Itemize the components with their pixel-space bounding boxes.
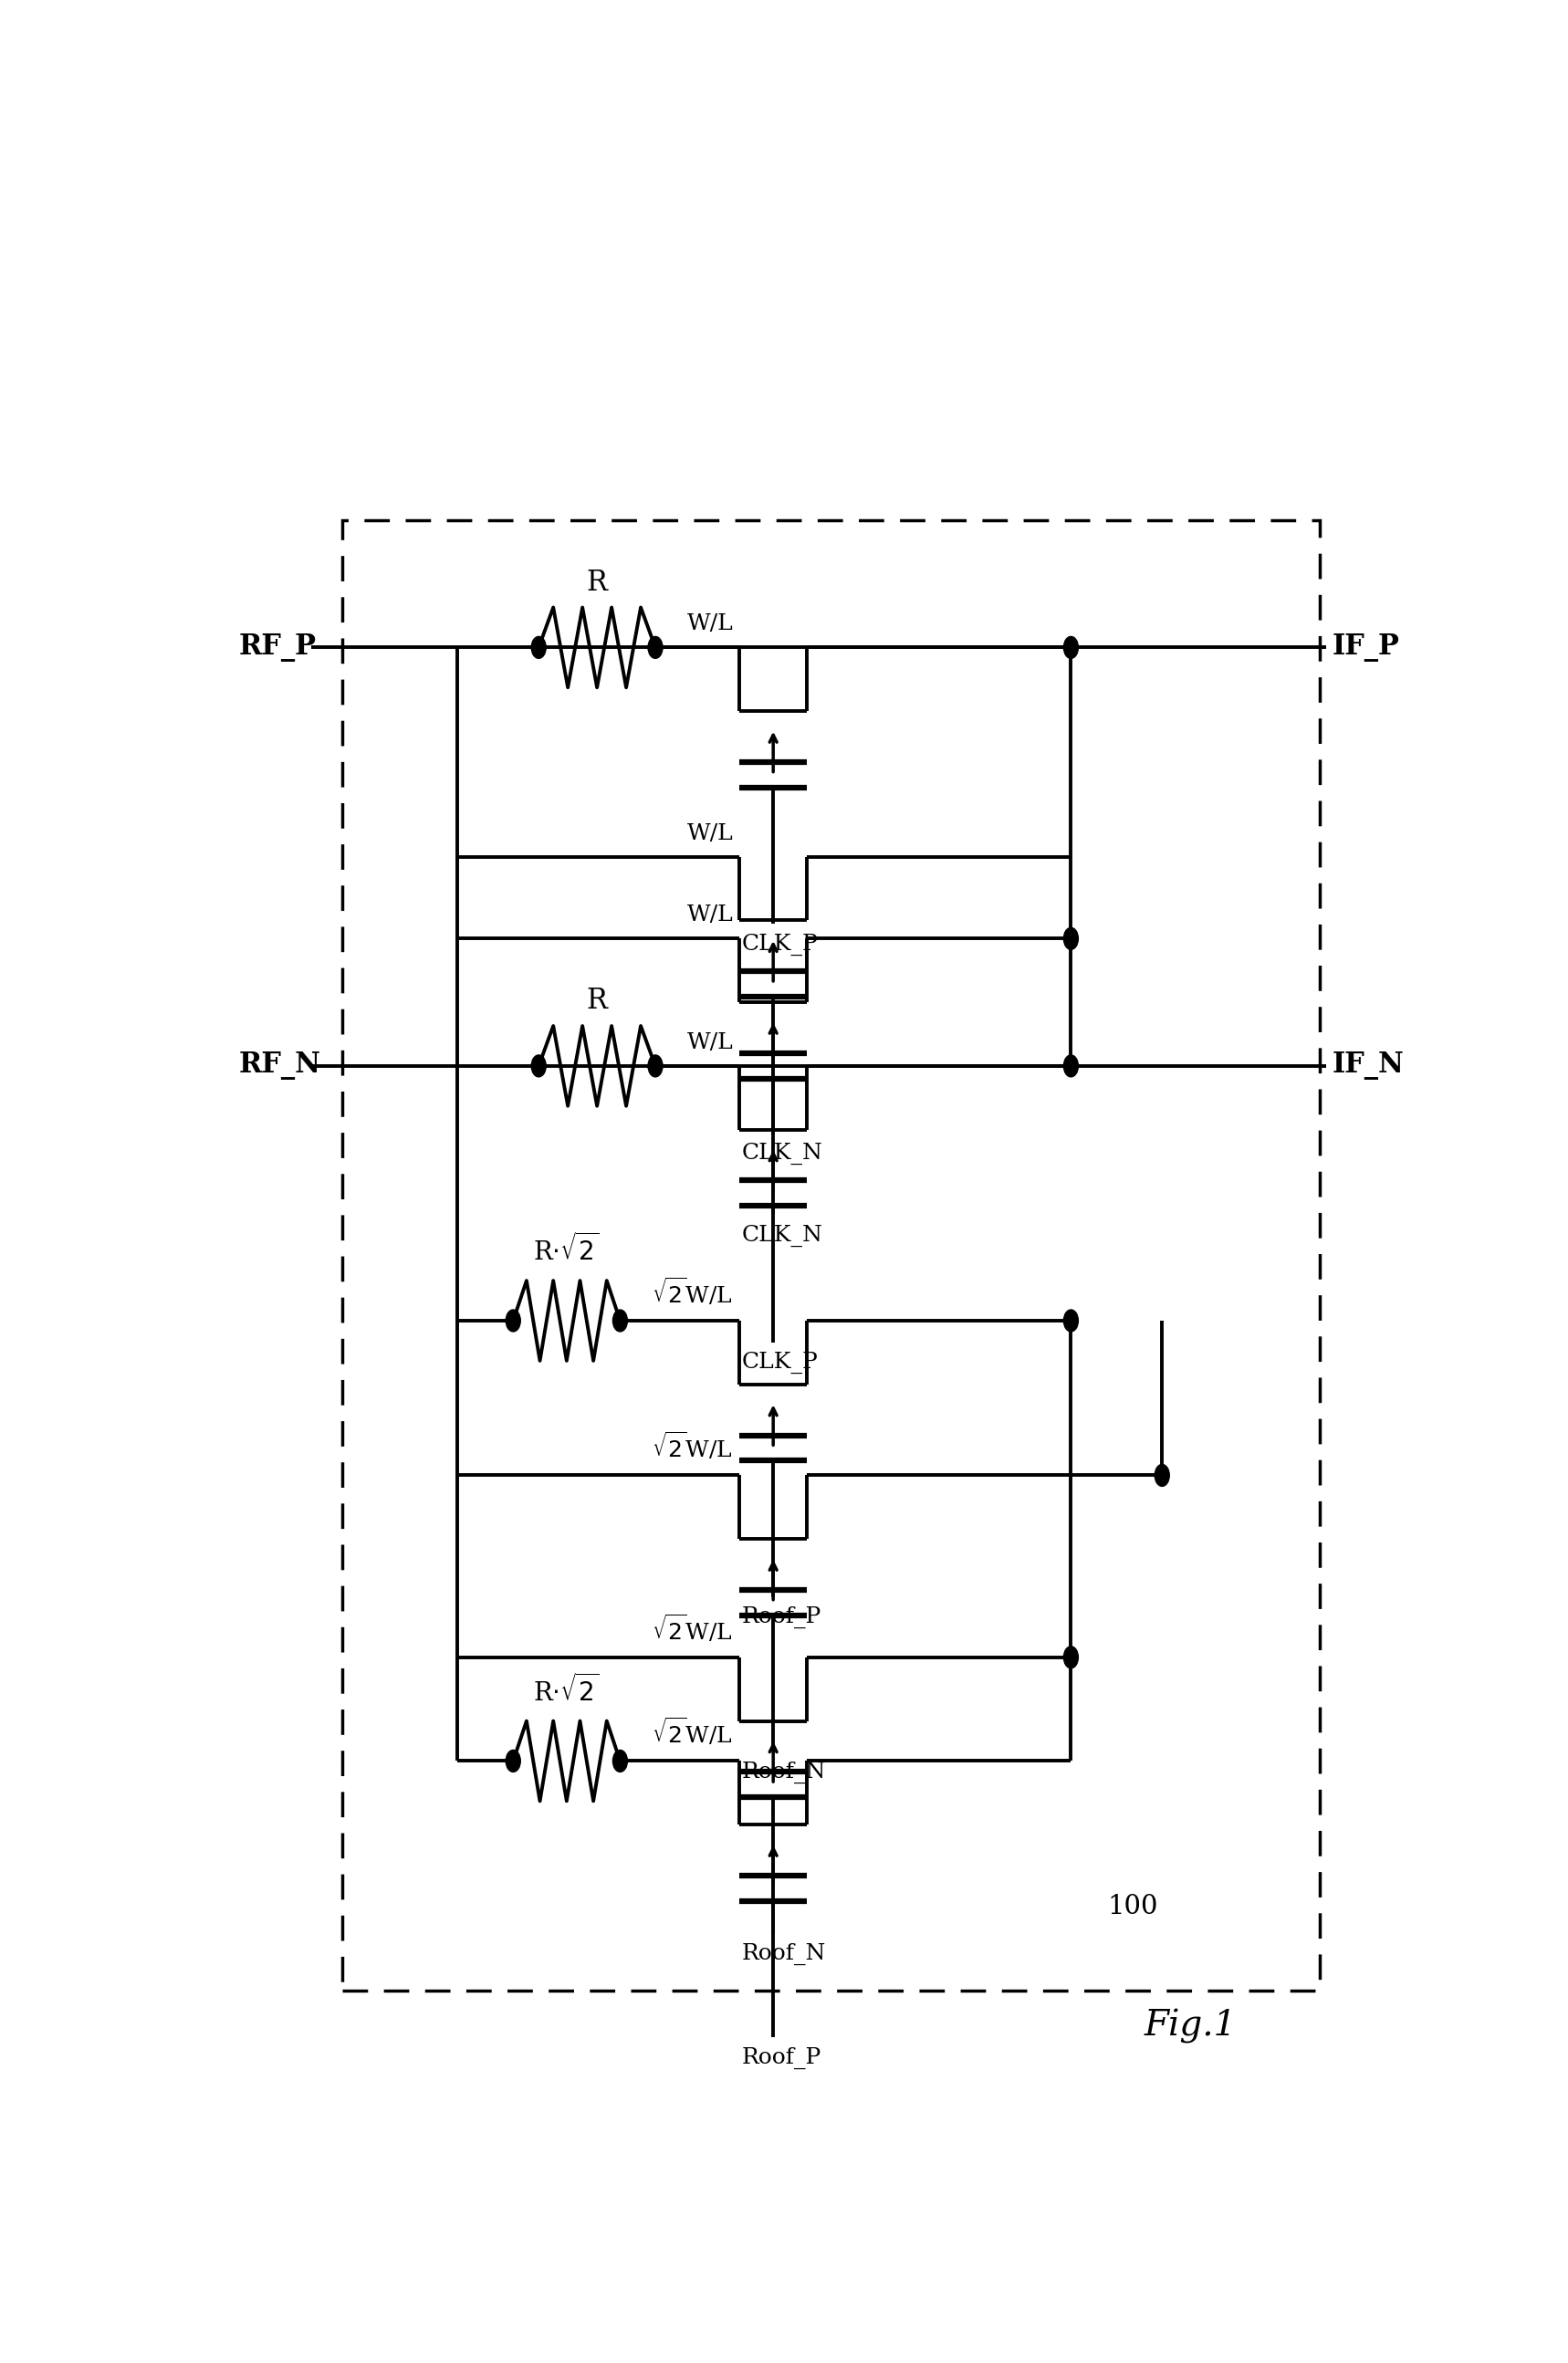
Text: RF_P: RF_P bbox=[238, 633, 317, 662]
Text: W/L: W/L bbox=[687, 1033, 734, 1054]
Text: Roof_N: Roof_N bbox=[742, 1760, 826, 1784]
Text: $\sqrt{2}$W/L: $\sqrt{2}$W/L bbox=[652, 1276, 734, 1309]
Circle shape bbox=[1063, 636, 1079, 659]
Text: Roof_P: Roof_P bbox=[742, 1607, 822, 1628]
Text: CLK_P: CLK_P bbox=[742, 1352, 818, 1373]
Circle shape bbox=[648, 636, 663, 659]
Text: CLK_N: CLK_N bbox=[742, 1141, 823, 1165]
Circle shape bbox=[613, 1309, 627, 1333]
Text: $\sqrt{2}$W/L: $\sqrt{2}$W/L bbox=[652, 1614, 734, 1645]
Circle shape bbox=[1063, 1309, 1079, 1333]
Text: $\sqrt{2}$W/L: $\sqrt{2}$W/L bbox=[652, 1718, 734, 1749]
Text: Roof_P: Roof_P bbox=[742, 2046, 822, 2068]
Text: RF_N: RF_N bbox=[238, 1052, 321, 1080]
Circle shape bbox=[506, 1309, 521, 1333]
Text: Fig.1: Fig.1 bbox=[1145, 2009, 1237, 2044]
Text: IF_N: IF_N bbox=[1333, 1052, 1405, 1080]
Text: CLK_P: CLK_P bbox=[742, 933, 818, 955]
Text: W/L: W/L bbox=[687, 822, 734, 844]
Circle shape bbox=[648, 1054, 663, 1078]
Circle shape bbox=[1063, 1647, 1079, 1668]
Text: R: R bbox=[586, 988, 607, 1016]
Text: IF_P: IF_P bbox=[1333, 633, 1400, 662]
Text: Roof_N: Roof_N bbox=[742, 1942, 826, 1966]
Text: W/L: W/L bbox=[687, 905, 734, 926]
Text: R$\cdot\sqrt{2}$: R$\cdot\sqrt{2}$ bbox=[533, 1233, 601, 1267]
Circle shape bbox=[532, 636, 546, 659]
Text: $\sqrt{2}$W/L: $\sqrt{2}$W/L bbox=[652, 1432, 734, 1463]
Circle shape bbox=[1063, 1054, 1079, 1078]
Circle shape bbox=[1154, 1465, 1170, 1486]
Text: R$\cdot\sqrt{2}$: R$\cdot\sqrt{2}$ bbox=[533, 1673, 601, 1706]
Text: W/L: W/L bbox=[687, 614, 734, 636]
Circle shape bbox=[532, 1054, 546, 1078]
Text: 100: 100 bbox=[1107, 1893, 1159, 1919]
Circle shape bbox=[506, 1751, 521, 1772]
Circle shape bbox=[1063, 929, 1079, 950]
Text: CLK_N: CLK_N bbox=[742, 1224, 823, 1245]
Text: R: R bbox=[586, 567, 607, 595]
Circle shape bbox=[613, 1751, 627, 1772]
